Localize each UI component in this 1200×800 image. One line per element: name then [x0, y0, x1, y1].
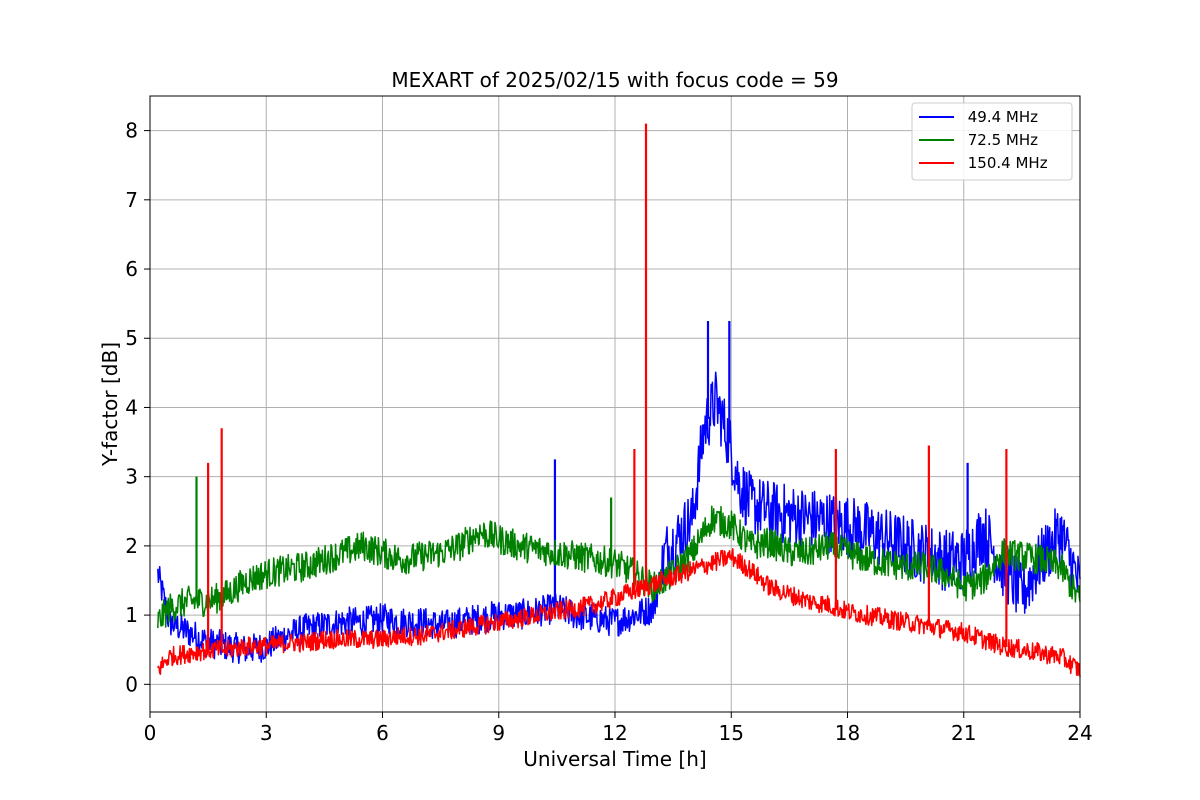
- x-axis-title: Universal Time [h]: [523, 747, 706, 771]
- x-tick-label: 0: [144, 721, 157, 745]
- y-tick-label: 7: [125, 188, 138, 212]
- chart-title: MEXART of 2025/02/15 with focus code = 5…: [391, 68, 838, 92]
- x-tick-label: 9: [492, 721, 505, 745]
- x-tick-label: 6: [376, 721, 389, 745]
- y-tick-label: 0: [125, 672, 138, 696]
- x-tick-label: 3: [260, 721, 273, 745]
- legend-box: [911, 102, 1073, 181]
- legend-label-2: 150.4 MHz: [963, 154, 1048, 172]
- x-tick-label: 12: [602, 721, 627, 745]
- legend-label-0: 49.4 MHz: [963, 108, 1038, 126]
- y-tick-label: 6: [125, 257, 138, 281]
- y-tick-label: 8: [125, 119, 138, 143]
- y-tick-label: 2: [125, 534, 138, 558]
- y-axis-title: Y-factor [dB]: [98, 342, 122, 467]
- x-tick-label: 24: [1067, 721, 1092, 745]
- x-tick-label: 18: [835, 721, 860, 745]
- series-line-0: [157, 371, 1081, 665]
- x-tick-label: 21: [951, 721, 976, 745]
- y-tick-label: 5: [125, 326, 138, 350]
- series-line-1: [157, 505, 1081, 629]
- y-tick-label: 3: [125, 465, 138, 489]
- series-layer: [157, 123, 1081, 677]
- series-line-2: [157, 547, 1081, 677]
- y-tick-label: 1: [125, 603, 138, 627]
- legend-label-1: 72.5 MHz: [963, 131, 1038, 149]
- x-tick-label: 15: [719, 721, 744, 745]
- legend: 49.4 MHz 72.5 MHz 150.4 MHz: [911, 102, 1073, 181]
- y-tick-label: 4: [125, 395, 138, 419]
